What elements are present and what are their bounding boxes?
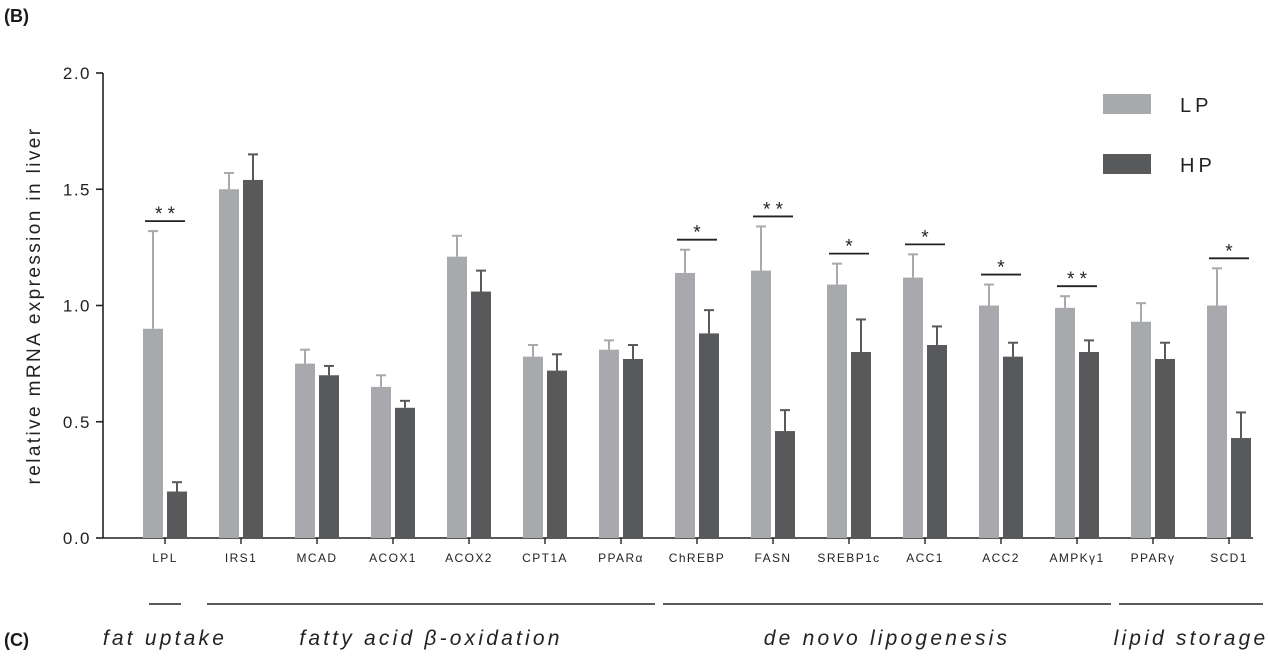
significance-stars: * * <box>763 199 784 220</box>
y-axis-label: relative mRNA expression in liver <box>24 127 45 485</box>
bar-lp-acc2 <box>979 305 999 538</box>
bar-hp-mcad <box>319 375 339 538</box>
legend: LP HP <box>1103 94 1216 177</box>
bar-hp-acox2 <box>471 291 491 538</box>
bar-lp-fasn <box>751 270 771 538</box>
bar-hp-ampk-1 <box>1079 352 1099 538</box>
x-tick-labels: LPL IRS1 MCAD ACOX1 ACOX2 CPT1A PPARα ChREBP FAS… <box>152 551 1248 565</box>
bar-hp-acox1 <box>395 407 415 538</box>
bar-lp-acc1 <box>903 277 923 538</box>
group-label-lipid-storage: lipid storage <box>1114 627 1269 650</box>
category-groups: fat uptake fatty acid β-oxidation de novo … <box>103 603 1269 650</box>
x-tick-label-ppar: PPARγ <box>1131 551 1176 565</box>
x-tick-label-fasn: FASN <box>755 551 792 565</box>
significance-stars: * <box>845 237 853 258</box>
x-tick-label-ppar: PPARα <box>598 551 644 565</box>
bar-lp-ppar <box>599 349 619 538</box>
x-tick-label-acox2: ACOX2 <box>445 551 493 565</box>
y-tick-label: 1.0 <box>63 297 91 316</box>
y-tick-label: 0.0 <box>63 529 91 548</box>
bar-hp-scd1 <box>1231 438 1251 538</box>
bar-lp-lpl <box>143 328 163 538</box>
bars <box>143 179 1251 538</box>
significance-stars: * <box>921 227 929 248</box>
x-tick-label-chrebp: ChREBP <box>669 551 725 565</box>
bar-hp-srebp1c <box>851 352 871 538</box>
bar-lp-srebp1c <box>827 284 847 538</box>
bar-lp-mcad <box>295 363 315 538</box>
significance-stars: * * <box>1067 269 1088 290</box>
bar-lp-ppar <box>1131 321 1151 538</box>
significance-stars: * <box>997 258 1005 279</box>
x-tick-label-acc2: ACC2 <box>982 551 1020 565</box>
x-tick-label-srebp1c: SREBP1c <box>817 551 880 565</box>
group-label-fat-uptake: fat uptake <box>103 627 227 650</box>
bar-hp-acc2 <box>1003 356 1023 538</box>
bar-hp-acc1 <box>927 345 947 538</box>
legend-label-lp: LP <box>1180 95 1212 117</box>
y-tick-label: 2.0 <box>63 64 91 83</box>
x-tick-label-scd1: SCD1 <box>1210 551 1248 565</box>
bar-hp-ppar <box>623 358 643 538</box>
bar-lp-acox1 <box>371 386 391 538</box>
bar-lp-scd1 <box>1207 305 1227 538</box>
bar-lp-cpt1a <box>523 356 543 538</box>
error-bars <box>148 153 1246 492</box>
significance-stars: * <box>693 223 701 244</box>
legend-swatch-lp <box>1103 94 1151 114</box>
legend-swatch-hp <box>1103 154 1151 174</box>
bar-hp-irs1 <box>243 179 263 538</box>
y-tick-label: 0.5 <box>63 413 91 432</box>
panel-label-b: (B) <box>4 6 29 26</box>
bar-lp-irs1 <box>219 189 239 538</box>
group-label-fatty-acid-oxidation: fatty acid β-oxidation <box>299 627 562 650</box>
significance-markers: * * * * * * * * * * * <box>145 199 1249 290</box>
bar-hp-fasn <box>775 431 795 538</box>
bar-lp-ampk-1 <box>1055 307 1075 538</box>
x-tick-label-lpl: LPL <box>152 551 178 565</box>
bar-hp-cpt1a <box>547 370 567 538</box>
bar-lp-acox2 <box>447 256 467 538</box>
x-tick-label-acc1: ACC1 <box>906 551 944 565</box>
bar-hp-lpl <box>167 491 187 538</box>
y-tick-label: 1.5 <box>63 180 91 199</box>
x-tick-label-acox1: ACOX1 <box>369 551 417 565</box>
panel-label-c: (C) <box>4 630 29 650</box>
bar-hp-chrebp <box>699 333 719 538</box>
significance-stars: * <box>1225 241 1233 262</box>
x-tick-label-cpt1a: CPT1A <box>522 551 568 565</box>
group-label-de-novo-lipogenesis: de novo lipogenesis <box>764 627 1010 650</box>
significance-stars: * * <box>155 204 176 225</box>
x-tick-label-mcad: MCAD <box>297 551 338 565</box>
bar-lp-chrebp <box>675 272 695 538</box>
x-tick-label-irs1: IRS1 <box>225 551 257 565</box>
x-tick-label-ampk-1: AMPKγ1 <box>1049 551 1104 565</box>
bar-hp-ppar <box>1155 358 1175 538</box>
legend-label-hp: HP <box>1180 155 1216 177</box>
